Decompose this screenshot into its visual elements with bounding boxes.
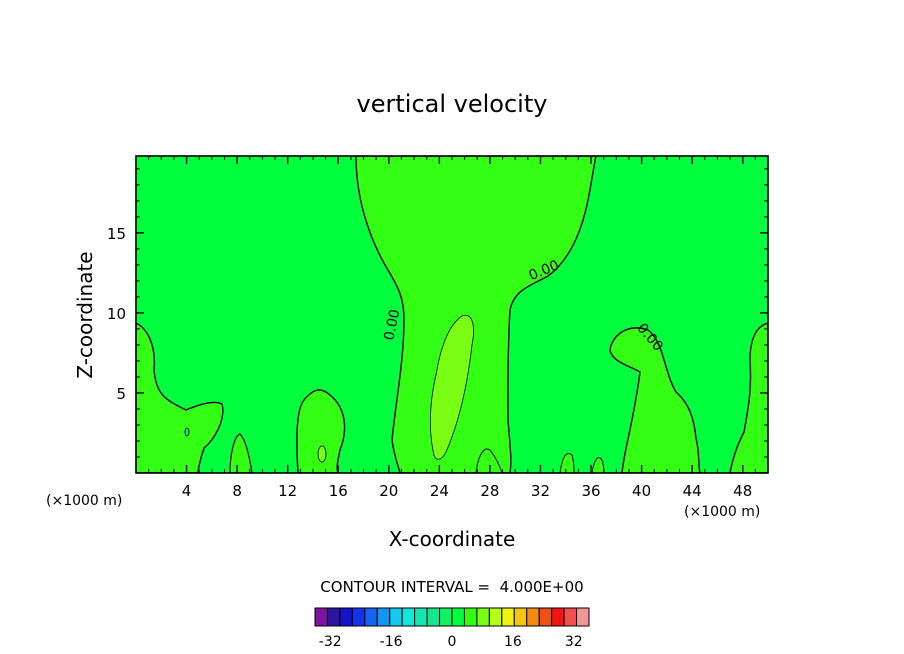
y-tick-label: 15 (107, 225, 126, 243)
x-tick-label: 28 (480, 482, 499, 500)
y-tick-label: 5 (116, 385, 126, 403)
colorbar-swatch (401, 607, 416, 627)
low-cell-b (559, 453, 575, 473)
colorbar: -32 -16 0 16 32 (314, 607, 590, 650)
colorbar-swatch (326, 607, 341, 627)
colorbar-swatch (351, 607, 366, 627)
x-unit-label-right: (×1000 m) (684, 504, 760, 520)
contour-line-label: 0.00 (381, 308, 403, 342)
colorbar-swatch (538, 607, 553, 627)
x-axis-label: X-coordinate (389, 527, 516, 551)
mid-left-cell (296, 389, 346, 473)
x-axis: 4 8 12 16 20 24 28 32 36 40 44 48 (148, 156, 756, 500)
colorbar-swatch (451, 607, 465, 627)
colorbar-swatch (314, 607, 328, 627)
colorbar-swatch (439, 607, 453, 627)
colorbar-swatch (501, 607, 515, 627)
colorbar-swatch (339, 607, 353, 627)
left-edge-cell (136, 322, 224, 473)
contour-interval-label: CONTOUR INTERVAL = 4.000E+00 (320, 578, 583, 596)
y-tick-label: 10 (107, 305, 126, 323)
colorbar-swatch (376, 607, 391, 627)
colorbar-swatch (551, 607, 565, 627)
colorbar-tick-label: -32 (319, 634, 342, 650)
colorbar-swatch (576, 607, 590, 627)
right-mid-cell (609, 327, 701, 473)
right-edge-cell (729, 322, 768, 473)
x-tick-label: 20 (379, 482, 398, 500)
x-tick-label: 24 (430, 482, 449, 500)
plot-area (135, 155, 769, 474)
contour-fills (136, 156, 768, 473)
updraft-core-region (429, 314, 474, 460)
x-tick-label: 44 (683, 482, 702, 500)
x-tick-label: 36 (581, 482, 600, 500)
y-axis: 5 10 15 (107, 168, 768, 458)
colorbar-tick-label: 0 (448, 634, 457, 650)
colorbar-swatch (414, 607, 428, 627)
small-cell-1 (317, 445, 327, 463)
colorbar-swatch (364, 607, 378, 627)
low-cell-a (475, 448, 503, 473)
small-cell-2 (184, 427, 190, 437)
colorbar-swatch (488, 607, 503, 627)
x-tick-label: 32 (531, 482, 550, 500)
left-low-cell (229, 433, 253, 473)
colorbar-swatch (426, 607, 441, 627)
central-updraft-region (355, 156, 597, 473)
colorbar-tick-label: 16 (504, 634, 522, 650)
colorbar-swatch (389, 607, 403, 627)
colorbar-swatch (526, 607, 540, 627)
x-tick-label: 8 (232, 482, 242, 500)
x-tick-label: 4 (182, 482, 192, 500)
y-axis-label: Z-coordinate (73, 251, 97, 378)
x-unit-label-left: (×1000 m) (46, 493, 122, 509)
colorbar-tick-label: 32 (565, 634, 583, 650)
chart-title: vertical velocity (357, 90, 548, 118)
x-tick-label: 12 (278, 482, 297, 500)
colorbar-swatch (563, 607, 578, 627)
x-tick-label: 40 (632, 482, 651, 500)
x-tick-label: 48 (733, 482, 752, 500)
colorbar-swatch (476, 607, 490, 627)
colorbar-swatch (513, 607, 528, 627)
x-tick-label: 16 (329, 482, 348, 500)
colorbar-swatch (463, 607, 478, 627)
colorbar-tick-label: -16 (380, 634, 403, 650)
